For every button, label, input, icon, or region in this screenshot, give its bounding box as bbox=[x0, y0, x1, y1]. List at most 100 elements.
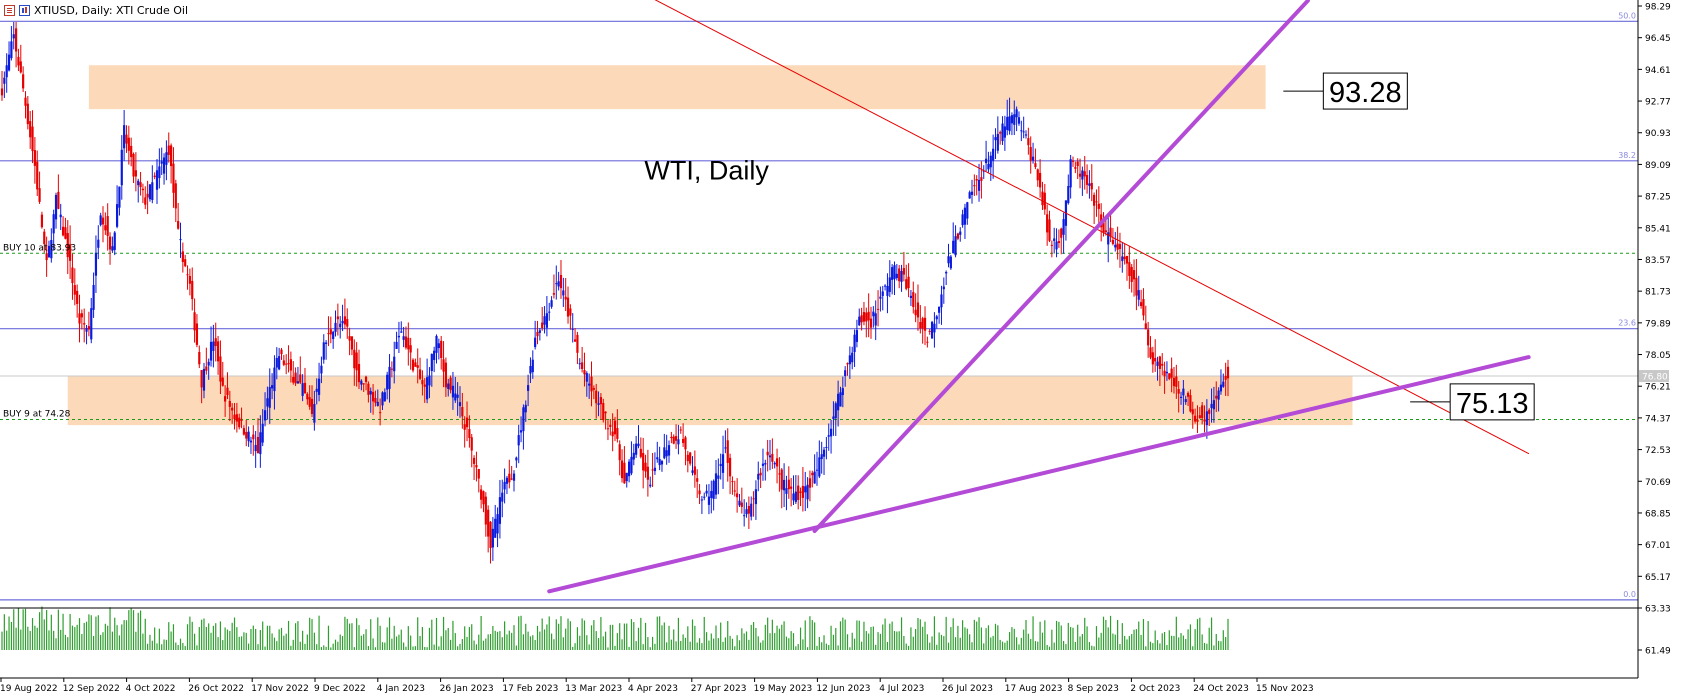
candle-body bbox=[1132, 270, 1136, 280]
candle-body bbox=[1093, 194, 1096, 206]
candle-body bbox=[752, 498, 755, 500]
candle-body bbox=[785, 488, 788, 494]
candle-body bbox=[1154, 357, 1157, 362]
candle-body bbox=[543, 316, 546, 325]
candle-body bbox=[1090, 182, 1093, 190]
x-tick-label: 12 Jun 2023 bbox=[816, 684, 870, 694]
candle-body bbox=[731, 481, 734, 483]
candle-body bbox=[444, 362, 447, 388]
annotation-box[interactable] bbox=[1322, 72, 1408, 110]
candle-body bbox=[426, 377, 429, 400]
candle-body bbox=[423, 384, 426, 387]
candle-body bbox=[844, 370, 847, 376]
x-tick-label: 13 Mar 2023 bbox=[565, 684, 622, 694]
candle-body bbox=[733, 490, 736, 492]
candle-body bbox=[949, 256, 952, 269]
candle-body bbox=[1057, 241, 1060, 243]
candle-body bbox=[325, 342, 328, 344]
x-tick-label: 2 Oct 2023 bbox=[1130, 684, 1180, 694]
candle-body bbox=[353, 349, 356, 369]
candle-body bbox=[832, 416, 835, 419]
resistance-trendline[interactable] bbox=[650, 0, 1530, 455]
candle-body bbox=[1128, 262, 1131, 276]
candle-body bbox=[275, 357, 278, 368]
candle-body bbox=[454, 393, 457, 401]
candle-body bbox=[778, 473, 781, 475]
y-tick-label: 68.85 bbox=[1645, 509, 1671, 519]
candle-body bbox=[69, 244, 72, 261]
candle-body bbox=[26, 103, 29, 125]
annotation-box[interactable] bbox=[1449, 383, 1535, 421]
candle-body bbox=[209, 341, 213, 361]
candle-body bbox=[341, 320, 344, 324]
candle-body bbox=[1024, 134, 1028, 136]
candle-body bbox=[1184, 399, 1187, 403]
candle-body bbox=[76, 290, 79, 304]
candle-body bbox=[646, 466, 649, 480]
candle-body bbox=[501, 492, 504, 502]
candle-body bbox=[573, 339, 577, 342]
candle-body bbox=[144, 197, 147, 205]
candle-body bbox=[1137, 290, 1140, 300]
y-tick-label: 70.69 bbox=[1645, 478, 1671, 488]
y-tick-label: 67.01 bbox=[1645, 541, 1671, 551]
support-trendline[interactable] bbox=[547, 355, 1531, 594]
candle-body bbox=[158, 166, 161, 179]
candle-body bbox=[783, 479, 786, 491]
candle-body bbox=[475, 464, 478, 468]
y-tick-label: 85.41 bbox=[1645, 224, 1671, 234]
candle-body bbox=[1224, 375, 1227, 380]
y-tick-label: 87.25 bbox=[1645, 193, 1671, 203]
candle-body bbox=[855, 330, 859, 342]
candle-body bbox=[1006, 116, 1009, 130]
candle-body bbox=[510, 478, 513, 480]
candle-body bbox=[317, 378, 321, 395]
candle-body bbox=[350, 336, 354, 350]
candle-body bbox=[1139, 302, 1143, 307]
candle-body bbox=[1053, 238, 1056, 241]
candle-body bbox=[1186, 392, 1190, 397]
x-tick-label: 26 Oct 2022 bbox=[188, 684, 244, 694]
x-tick-label: 17 Aug 2023 bbox=[1005, 684, 1063, 694]
candle-body bbox=[977, 179, 981, 191]
candle-body bbox=[743, 515, 746, 517]
candle-body bbox=[226, 387, 229, 396]
support-trendline[interactable] bbox=[812, 0, 1310, 534]
fib-label: 23.6 bbox=[1618, 319, 1636, 328]
candles-icon[interactable] bbox=[19, 4, 30, 16]
candle-body bbox=[996, 133, 999, 151]
candle-body bbox=[242, 428, 246, 435]
candle-body bbox=[1046, 214, 1049, 233]
x-tick-label: 26 Jan 2023 bbox=[440, 684, 494, 694]
candle-body bbox=[623, 462, 626, 484]
candle-body bbox=[498, 497, 502, 524]
list-icon[interactable] bbox=[4, 4, 15, 16]
candle-body bbox=[595, 390, 598, 404]
candle-body bbox=[872, 311, 875, 317]
candle-body bbox=[935, 316, 938, 320]
candle-body bbox=[562, 290, 565, 296]
candle-body bbox=[656, 457, 659, 460]
candle-body bbox=[416, 365, 419, 368]
candle-body bbox=[738, 500, 741, 506]
candle-body bbox=[1095, 201, 1098, 203]
candle-body bbox=[982, 170, 985, 172]
candle-body bbox=[797, 485, 800, 500]
candle-body bbox=[827, 435, 830, 437]
candle-body bbox=[430, 354, 433, 371]
candle-body bbox=[174, 183, 177, 209]
candle-body bbox=[635, 443, 638, 455]
candle-body bbox=[1144, 323, 1147, 330]
candle-body bbox=[83, 323, 86, 325]
candle-body bbox=[369, 391, 372, 395]
candle-body bbox=[905, 279, 908, 289]
candle-body bbox=[94, 252, 98, 276]
candle-body bbox=[1083, 171, 1086, 177]
candle-body bbox=[292, 377, 295, 383]
candle-body bbox=[794, 491, 797, 502]
candle-body bbox=[1163, 370, 1166, 377]
candle-body bbox=[1001, 123, 1004, 142]
candle-body bbox=[339, 323, 342, 328]
